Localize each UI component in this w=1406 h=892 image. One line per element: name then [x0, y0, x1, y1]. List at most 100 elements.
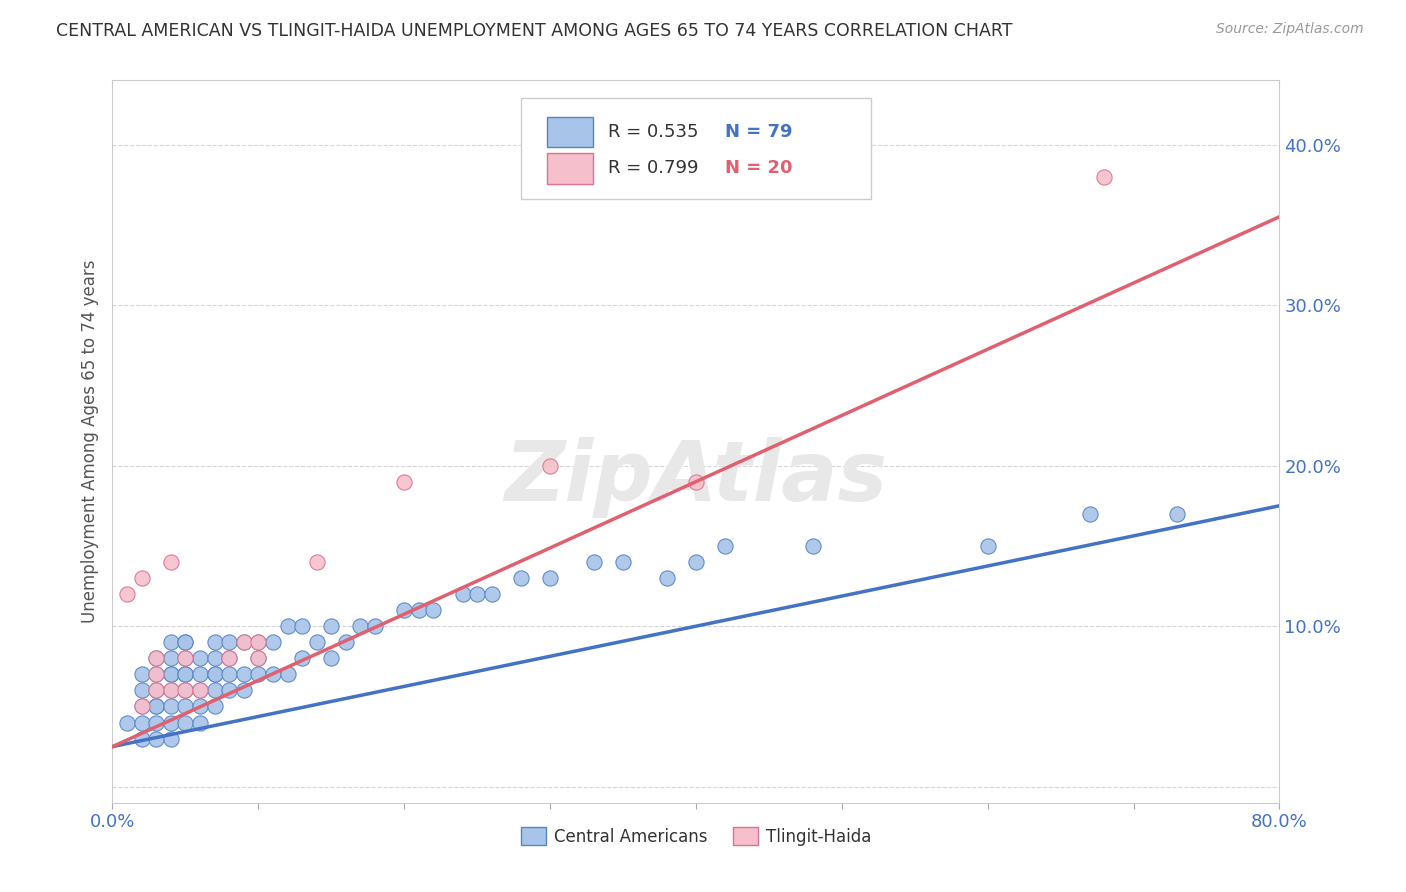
- Point: [218, 635, 240, 649]
- Point: [538, 571, 561, 585]
- Point: [262, 635, 284, 649]
- Point: [976, 539, 998, 553]
- Point: [714, 539, 737, 553]
- Point: [232, 635, 254, 649]
- Point: [145, 731, 167, 746]
- Point: [305, 555, 328, 569]
- Point: [218, 667, 240, 681]
- Point: [160, 699, 183, 714]
- Point: [131, 667, 153, 681]
- Point: [145, 699, 167, 714]
- Point: [115, 587, 138, 601]
- Text: CENTRAL AMERICAN VS TLINGIT-HAIDA UNEMPLOYMENT AMONG AGES 65 TO 74 YEARS CORRELA: CENTRAL AMERICAN VS TLINGIT-HAIDA UNEMPL…: [56, 22, 1012, 40]
- Text: ZipAtlas: ZipAtlas: [505, 437, 887, 518]
- Point: [204, 667, 226, 681]
- Y-axis label: Unemployment Among Ages 65 to 74 years: Unemployment Among Ages 65 to 74 years: [80, 260, 98, 624]
- Point: [145, 667, 167, 681]
- Point: [204, 651, 226, 665]
- Point: [538, 458, 561, 473]
- Point: [131, 571, 153, 585]
- FancyBboxPatch shape: [547, 117, 593, 147]
- Point: [335, 635, 357, 649]
- Point: [131, 683, 153, 698]
- Point: [131, 699, 153, 714]
- Point: [232, 667, 254, 681]
- Point: [174, 699, 197, 714]
- Point: [247, 667, 270, 681]
- Point: [247, 635, 270, 649]
- Text: Source: ZipAtlas.com: Source: ZipAtlas.com: [1216, 22, 1364, 37]
- Point: [160, 715, 183, 730]
- FancyBboxPatch shape: [520, 98, 872, 200]
- Point: [582, 555, 605, 569]
- Point: [131, 715, 153, 730]
- Point: [145, 683, 167, 698]
- Point: [160, 731, 183, 746]
- Point: [451, 587, 474, 601]
- Point: [145, 651, 167, 665]
- Point: [204, 635, 226, 649]
- Point: [160, 667, 183, 681]
- Point: [349, 619, 371, 633]
- Point: [174, 683, 197, 698]
- Point: [145, 699, 167, 714]
- Point: [188, 667, 211, 681]
- Text: R = 0.799: R = 0.799: [609, 160, 699, 178]
- FancyBboxPatch shape: [547, 153, 593, 184]
- Point: [115, 715, 138, 730]
- Point: [188, 683, 211, 698]
- Point: [465, 587, 488, 601]
- Point: [145, 667, 167, 681]
- Point: [509, 571, 531, 585]
- Point: [276, 619, 298, 633]
- Point: [174, 667, 197, 681]
- Point: [160, 683, 183, 698]
- Point: [364, 619, 387, 633]
- Point: [276, 667, 298, 681]
- Point: [305, 635, 328, 649]
- Point: [204, 683, 226, 698]
- Point: [145, 715, 167, 730]
- Point: [232, 683, 254, 698]
- Text: R = 0.535: R = 0.535: [609, 123, 699, 141]
- Point: [394, 475, 416, 489]
- Point: [394, 603, 416, 617]
- Point: [188, 683, 211, 698]
- Text: N = 20: N = 20: [725, 160, 793, 178]
- Legend: Central Americans, Tlingit-Haida: Central Americans, Tlingit-Haida: [515, 821, 877, 852]
- Point: [131, 731, 153, 746]
- Point: [218, 683, 240, 698]
- Point: [408, 603, 430, 617]
- Point: [174, 651, 197, 665]
- Point: [247, 651, 270, 665]
- Point: [655, 571, 678, 585]
- Point: [160, 635, 183, 649]
- Point: [188, 715, 211, 730]
- Point: [422, 603, 444, 617]
- Point: [321, 651, 343, 665]
- Point: [174, 651, 197, 665]
- Point: [174, 635, 197, 649]
- Point: [204, 699, 226, 714]
- Point: [801, 539, 824, 553]
- Point: [685, 555, 707, 569]
- Point: [262, 667, 284, 681]
- Point: [321, 619, 343, 633]
- Point: [174, 715, 197, 730]
- Point: [1094, 169, 1116, 184]
- Point: [131, 699, 153, 714]
- Point: [291, 651, 314, 665]
- Point: [232, 635, 254, 649]
- Point: [612, 555, 634, 569]
- Point: [160, 667, 183, 681]
- Point: [218, 651, 240, 665]
- Point: [160, 555, 183, 569]
- Point: [291, 619, 314, 633]
- Point: [174, 683, 197, 698]
- Text: N = 79: N = 79: [725, 123, 793, 141]
- Point: [160, 683, 183, 698]
- Point: [1078, 507, 1101, 521]
- Point: [481, 587, 503, 601]
- Point: [218, 651, 240, 665]
- Point: [160, 651, 183, 665]
